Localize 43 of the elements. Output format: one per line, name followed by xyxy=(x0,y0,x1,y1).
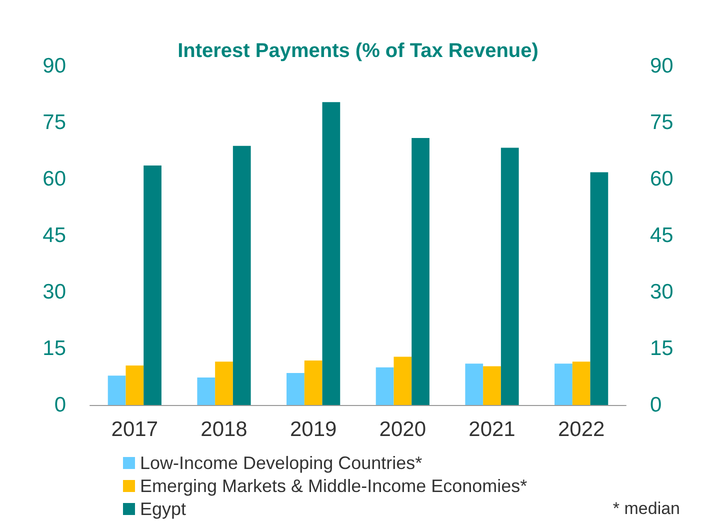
bar xyxy=(412,138,430,405)
bar xyxy=(232,146,251,405)
y-tick-label: 75 xyxy=(42,111,66,134)
text: * median xyxy=(612,499,680,518)
y-tick-label: 60 xyxy=(42,168,66,190)
y-tick-label: 90 xyxy=(42,54,66,78)
y2-tick-label: 30 xyxy=(650,280,674,304)
bar xyxy=(304,360,322,405)
x-tick-label: 2019 xyxy=(290,418,337,441)
y2-tick-label: 90 xyxy=(650,54,674,78)
y2-tick-label: 0 xyxy=(650,394,662,416)
y-tick-label: 0 xyxy=(54,394,66,416)
legend-label: Low-Income Developing Countries* xyxy=(140,453,422,473)
x-tick-label: 2018 xyxy=(200,418,248,441)
chart-title: Interest Payments (% of Tax Revenue) xyxy=(178,40,538,62)
x-tick-label: 2022 xyxy=(558,418,605,441)
bar xyxy=(465,364,484,405)
bar xyxy=(286,372,304,405)
y2-tick-label: 15 xyxy=(650,337,674,360)
x-tick-label: 2017 xyxy=(111,418,158,441)
y2-tick-label: 75 xyxy=(650,111,674,134)
bar xyxy=(394,356,412,405)
bar xyxy=(590,172,608,405)
y-tick-label: 45 xyxy=(42,224,66,247)
bar xyxy=(572,362,590,405)
bar xyxy=(554,364,572,405)
legend-label: Emerging Markets & Middle-Income Economies* xyxy=(140,476,528,496)
bar xyxy=(197,378,216,405)
bar xyxy=(376,367,394,405)
bar xyxy=(322,102,340,405)
legend-label: Egypt xyxy=(140,499,186,519)
bar xyxy=(144,165,162,405)
y-tick-label: 30 xyxy=(42,280,66,304)
x-tick-label: 2020 xyxy=(379,418,426,441)
y2-tick-label: 45 xyxy=(650,224,674,247)
bar xyxy=(108,376,126,405)
bar xyxy=(500,148,519,405)
y-tick-label: 15 xyxy=(42,337,66,360)
y2-tick-label: 60 xyxy=(650,168,674,190)
bar xyxy=(126,365,144,405)
bar xyxy=(483,366,501,405)
x-tick-label: 2021 xyxy=(468,418,516,441)
bar xyxy=(215,362,233,405)
